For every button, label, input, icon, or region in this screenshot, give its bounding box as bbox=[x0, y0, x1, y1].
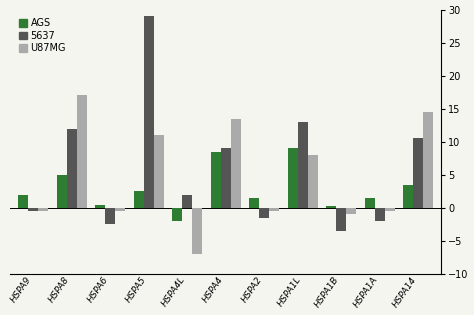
Bar bbox=[105, 208, 115, 224]
Bar bbox=[403, 185, 413, 208]
Bar bbox=[298, 122, 308, 208]
Bar bbox=[95, 204, 105, 208]
Bar bbox=[18, 195, 28, 208]
Bar bbox=[269, 208, 279, 211]
Bar bbox=[346, 208, 356, 215]
Bar bbox=[259, 208, 269, 218]
Bar bbox=[249, 198, 259, 208]
Bar bbox=[365, 198, 374, 208]
Bar bbox=[336, 208, 346, 231]
Bar bbox=[134, 191, 144, 208]
Bar bbox=[230, 119, 241, 208]
Bar bbox=[172, 208, 182, 221]
Bar bbox=[154, 135, 164, 208]
Bar bbox=[192, 208, 202, 254]
Bar bbox=[220, 148, 230, 208]
Bar bbox=[38, 208, 48, 211]
Legend: AGS, 5637, U87MG: AGS, 5637, U87MG bbox=[15, 14, 70, 57]
Bar bbox=[413, 138, 423, 208]
Bar bbox=[308, 155, 318, 208]
Bar bbox=[326, 206, 336, 208]
Bar bbox=[374, 208, 384, 221]
Bar bbox=[384, 208, 394, 211]
Bar bbox=[67, 129, 77, 208]
Bar bbox=[77, 95, 87, 208]
Bar bbox=[182, 195, 192, 208]
Bar bbox=[56, 175, 67, 208]
Bar bbox=[423, 112, 433, 208]
Bar bbox=[288, 148, 298, 208]
Bar bbox=[210, 152, 220, 208]
Bar bbox=[28, 208, 38, 211]
Bar bbox=[144, 16, 154, 208]
Bar bbox=[115, 208, 125, 211]
